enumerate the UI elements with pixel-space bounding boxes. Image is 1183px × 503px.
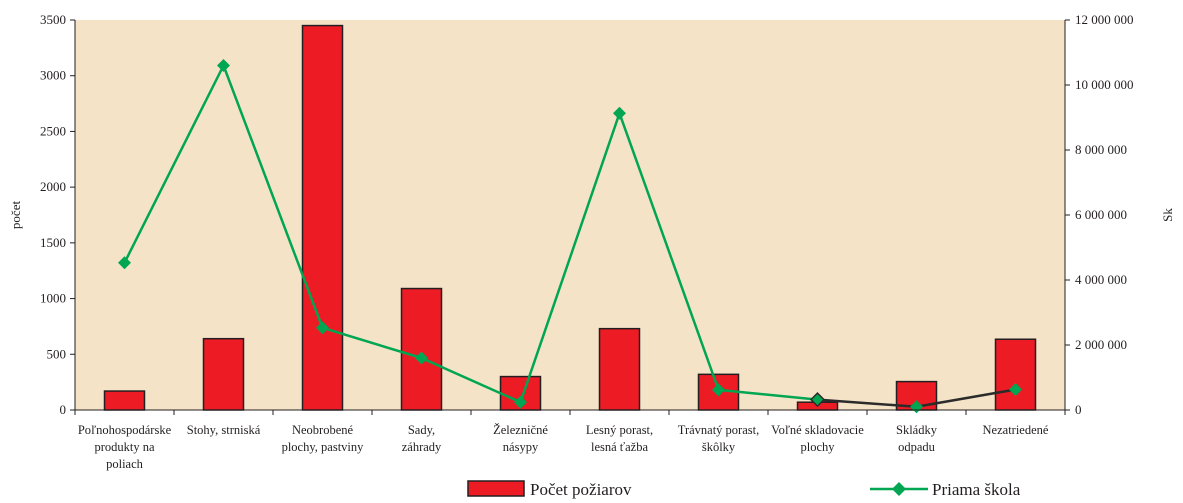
y-axis-title: počet [8, 201, 23, 230]
x-tick-label: Sady, záhrady [402, 423, 442, 454]
line-point [712, 383, 725, 397]
line-segment [718, 388, 818, 401]
legend-line-label: Priama škola [932, 480, 1021, 499]
y2-tick-label: 0 [1075, 402, 1082, 417]
x-tick-label: Neobrobené plochy, pastviny [282, 423, 365, 454]
bar [994, 338, 1037, 411]
line-point [1009, 383, 1022, 397]
x-tick-label: Stohy, strniská [187, 423, 261, 437]
y2-tick-label: 10 000 000 [1075, 77, 1134, 92]
y2-axis: 0 2 000 000 4 000 000 6 000 000 8 000 000 10 … [1065, 12, 1134, 417]
bar [301, 24, 344, 411]
y-tick-label: 500 [47, 346, 67, 361]
y2-tick-label: 12 000 000 [1075, 12, 1134, 27]
x-tick-label: Trávnatý porast, škôlky [678, 423, 759, 454]
line-point [415, 351, 428, 365]
x-tick-label: Voľné skladovacie plochy [771, 423, 864, 454]
y-tick-label: 3500 [40, 12, 66, 27]
line-segment [322, 326, 422, 360]
line-point [316, 321, 329, 335]
line-point [809, 392, 826, 408]
line-segment [916, 388, 1016, 408]
y2-tick-label: 2 000 000 [1075, 337, 1127, 352]
y-tick-label: 0 [60, 402, 67, 417]
line-segment [817, 398, 917, 408]
line-segment [222, 65, 324, 329]
line-segment [618, 112, 720, 391]
y-tick-label: 3000 [40, 68, 66, 83]
bar [598, 327, 641, 411]
line-segment [519, 112, 621, 403]
x-axis: Poľnohospodárske produkty na poliach Stohy,… [74, 410, 1066, 471]
line-point [613, 106, 626, 120]
x-tick-label: Lesný porast, lesná ťažba [586, 423, 653, 454]
bar [103, 390, 146, 411]
line-point [118, 256, 131, 270]
y2-tick-label: 6 000 000 [1075, 207, 1127, 222]
legend-line-marker [892, 482, 906, 496]
legend-bar-swatch [467, 480, 525, 497]
line-series [118, 59, 1022, 414]
bar-series [103, 24, 1037, 411]
bar [202, 337, 245, 411]
legend-bar-label: Počet požiarov [530, 480, 632, 499]
x-tick-label: Nezatriedené [983, 423, 1049, 437]
line-point [514, 395, 527, 409]
legend: Počet požiarov Priama škola [467, 480, 1021, 499]
y-tick-label: 2000 [40, 179, 66, 194]
y-tick-label: 2500 [40, 123, 66, 138]
y2-axis-title: Sk [1160, 208, 1175, 222]
x-tick-label: Skládky odpadu [896, 423, 938, 454]
x-tick-label: Poľnohospodárske produkty na poliach [78, 423, 172, 471]
y-tick-label: 1500 [40, 235, 66, 250]
y-tick-label: 1000 [40, 291, 66, 306]
y2-tick-label: 8 000 000 [1075, 142, 1127, 157]
bar [400, 287, 443, 411]
line-segment [420, 356, 522, 404]
line-segment [123, 64, 225, 264]
y2-tick-label: 4 000 000 [1075, 272, 1127, 287]
line-point [217, 59, 230, 72]
y-axis: 0 500 1000 1500 2000 2500 3000 3500 [40, 12, 75, 417]
x-tick-label: Železničné násypy [493, 423, 548, 454]
